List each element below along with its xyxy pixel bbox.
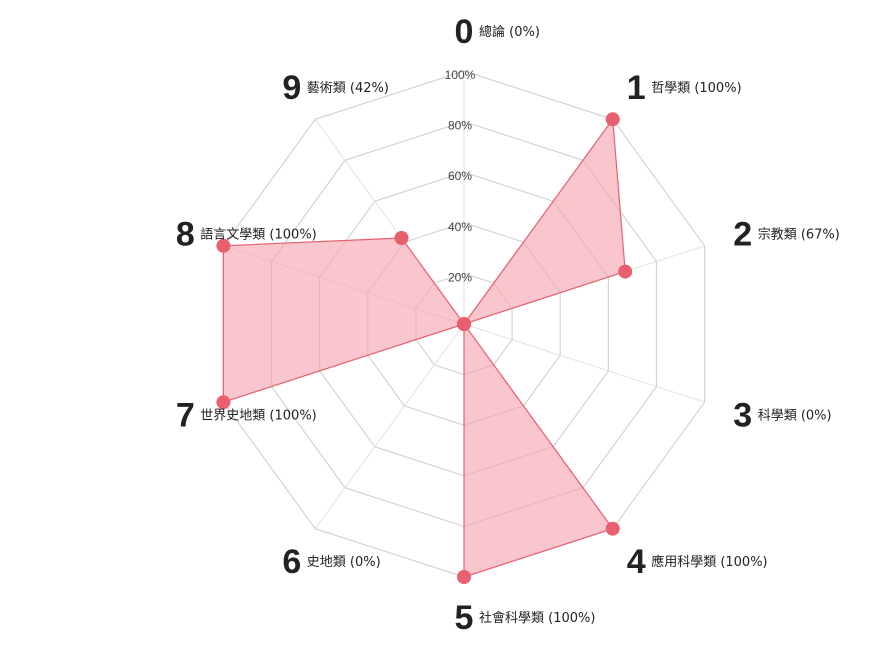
category-label-9: 9 藝術類 (42%) — [282, 69, 389, 107]
category-label-5: 5 社會科學類 (100%) — [455, 599, 596, 637]
radar-series — [216, 112, 633, 584]
data-point[interactable] — [216, 395, 231, 410]
category-text: 史地類 (0%) — [307, 555, 381, 570]
data-point[interactable] — [216, 238, 231, 253]
category-number: 8 — [176, 216, 195, 254]
category-label-4: 4 應用科學類 (100%) — [627, 543, 768, 581]
data-point[interactable] — [605, 112, 620, 127]
category-label-8: 8 語言文學類 (100%) — [176, 216, 317, 254]
category-label-3: 3 科學類 (0%) — [733, 397, 831, 435]
radial-tick-label: 40% — [448, 220, 472, 234]
data-point[interactable] — [605, 521, 620, 536]
category-text: 科學類 (0%) — [758, 409, 832, 424]
radial-tick-label: 60% — [448, 169, 472, 183]
category-text: 社會科學類 (100%) — [479, 610, 595, 626]
category-number: 5 — [455, 599, 474, 637]
data-point[interactable] — [618, 264, 633, 279]
category-number: 0 — [455, 13, 474, 51]
category-label-1: 1 哲學類 (100%) — [627, 69, 742, 107]
category-label-7: 7 世界史地類 (100%) — [176, 397, 317, 435]
category-number: 3 — [733, 397, 752, 435]
category-label-0: 0 總論 (0%) — [455, 13, 540, 51]
category-number: 4 — [627, 543, 646, 581]
category-number: 2 — [733, 216, 752, 254]
category-text: 藝術類 (42%) — [307, 81, 389, 96]
radial-tick-labels: 20% 40% 60% 80% 100% — [445, 68, 476, 284]
data-point[interactable] — [457, 317, 471, 331]
category-text: 世界史地類 (100%) — [200, 409, 316, 424]
category-text: 哲學類 (100%) — [651, 81, 741, 96]
series-area — [222, 117, 626, 578]
category-number: 6 — [282, 543, 301, 581]
grid-spoke — [463, 323, 705, 403]
radial-tick-label: 100% — [445, 68, 476, 82]
category-text: 宗教類 (67%) — [758, 227, 840, 243]
category-number: 1 — [627, 69, 646, 107]
data-point[interactable] — [457, 570, 471, 584]
category-label-6: 6 史地類 (0%) — [282, 543, 380, 581]
category-label-2: 2 宗教類 (67%) — [733, 216, 840, 254]
category-labels: 0 總論 (0%) 1 哲學類 (100%) 2 宗教類 (67%) 3 科學類 (0%) 4 應… — [176, 13, 840, 637]
radial-tick-label: 80% — [448, 119, 472, 133]
category-text: 應用科學類 (100%) — [651, 554, 767, 570]
category-number: 9 — [282, 69, 301, 107]
radial-tick-label: 20% — [448, 270, 472, 284]
category-text: 語言文學類 (100%) — [200, 227, 316, 243]
category-text: 總論 (0%) — [479, 24, 540, 40]
grid-spoke — [314, 323, 465, 529]
category-number: 7 — [176, 397, 195, 435]
data-point[interactable] — [394, 231, 409, 245]
